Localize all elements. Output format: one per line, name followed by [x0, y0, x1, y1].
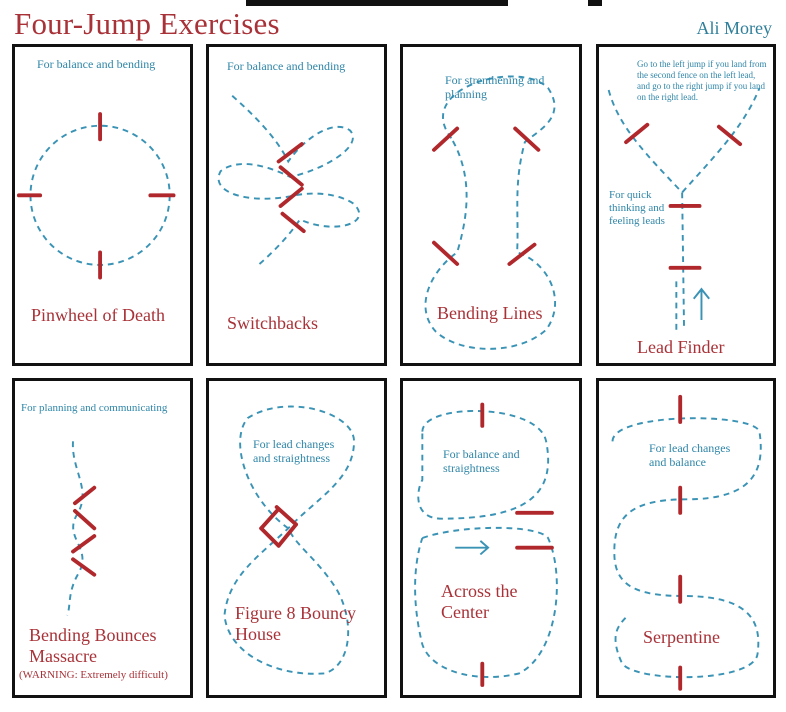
jump [274, 505, 298, 527]
panel-label: Serpentine [643, 627, 720, 647]
panel-note: For balance and bending [227, 59, 346, 73]
panel-pinwheel: For balance and bending Pinwheel of Deat… [12, 44, 193, 366]
direction-arrow [692, 287, 710, 321]
jump [276, 522, 298, 548]
jump [276, 142, 304, 164]
jump [513, 126, 541, 152]
panel-lead-finder: Go to the left jump if you land from the… [596, 44, 776, 366]
jump [73, 508, 97, 531]
jump [73, 485, 97, 506]
jump [71, 557, 97, 577]
panel-note: For lead changes and balance [649, 441, 731, 469]
across-center-diagram [414, 402, 558, 687]
panel-note: Go to the left jump if you land from the… [637, 59, 767, 102]
course-path [217, 95, 361, 267]
panel-label: Switchbacks [227, 313, 318, 333]
panel-label: Across the Center [441, 581, 518, 622]
panel-label: Lead Finder [637, 337, 725, 357]
figure-8-diagram [223, 405, 355, 675]
jump [259, 526, 281, 548]
panel-label: Bending Lines [437, 303, 543, 323]
panel-note: For lead changes and straightness [253, 437, 335, 465]
panel-figure-8: For lead changes and straightness Figure… [206, 378, 387, 698]
panel-across-center: For balance and straightness Across the … [400, 378, 582, 698]
course-path [681, 192, 686, 330]
jump [432, 126, 460, 152]
jump [716, 124, 743, 147]
jump [624, 122, 650, 145]
panel-bending-bounces: For planning and communicating Bending B… [12, 378, 193, 698]
panel-note-secondary: For quick thinking and feeling leads [609, 189, 665, 227]
top-edge-bars [0, 0, 786, 8]
author-name: Ali Morey [696, 18, 773, 38]
panel-label: Bending Bounces Massacre [29, 625, 157, 666]
course-path [424, 75, 557, 350]
jump [507, 242, 537, 266]
course-path [414, 526, 558, 678]
course-path [417, 410, 550, 520]
jump [280, 211, 306, 234]
course-path [611, 417, 762, 679]
jump [259, 507, 281, 531]
bending-bounces-diagram [66, 441, 97, 616]
panel-note: For balance and bending [37, 57, 156, 71]
jump [278, 186, 304, 208]
pinwheel-diagram [16, 112, 176, 280]
panel-label: Figure 8 Bouncy House [235, 603, 356, 644]
panel-note: For strenthening and planning [445, 73, 545, 101]
panel-bending-lines: For strenthening and planning Bending Li… [400, 44, 582, 366]
serpentine-diagram [611, 394, 762, 691]
panel-serpentine: For lead changes and balance Serpentine [596, 378, 776, 698]
panel-note: For planning and communicating [21, 402, 168, 414]
page-title: Four-Jump Exercises [14, 6, 280, 41]
warning-note: (WARNING: Extremely difficult) [19, 669, 168, 681]
course-path [607, 87, 761, 194]
panel-label: Pinwheel of Death [31, 305, 165, 325]
switchbacks-diagram [217, 95, 361, 267]
jump [71, 534, 97, 554]
jump [432, 240, 460, 266]
panel-note: For balance and straightness [443, 447, 520, 475]
lead-finder-diagram [607, 87, 761, 330]
bending-lines-diagram [424, 75, 557, 350]
jump [278, 165, 304, 187]
direction-arrow [455, 540, 490, 556]
course-path [66, 441, 84, 616]
course-path [223, 405, 355, 675]
panel-switchbacks: For balance and bending Switchbacks [206, 44, 387, 366]
